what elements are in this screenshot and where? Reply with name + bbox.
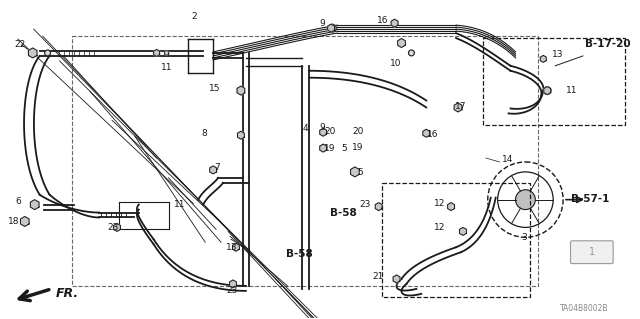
Text: 12: 12	[434, 199, 445, 208]
Text: 14: 14	[502, 155, 513, 165]
Text: 1: 1	[589, 247, 595, 257]
Text: 18: 18	[8, 217, 19, 226]
Text: 7: 7	[214, 163, 220, 173]
Text: 13: 13	[226, 243, 237, 252]
Circle shape	[408, 50, 414, 56]
Polygon shape	[154, 49, 159, 56]
Text: 9: 9	[319, 123, 325, 132]
Polygon shape	[544, 87, 550, 94]
Polygon shape	[113, 223, 120, 231]
Text: 2: 2	[191, 12, 197, 21]
Text: 11: 11	[161, 63, 172, 72]
Text: 17: 17	[455, 102, 467, 111]
Text: 23: 23	[107, 223, 118, 232]
Polygon shape	[237, 86, 244, 95]
Text: 6: 6	[16, 197, 22, 206]
Text: 11: 11	[173, 200, 185, 209]
Text: 10: 10	[390, 59, 401, 68]
Polygon shape	[237, 131, 244, 139]
Text: 21: 21	[372, 272, 383, 281]
Text: 15: 15	[209, 84, 221, 93]
Text: 5: 5	[341, 144, 347, 152]
Text: 23: 23	[226, 286, 237, 295]
Polygon shape	[232, 243, 239, 251]
Bar	[72, 36, 538, 286]
Text: B-57-1: B-57-1	[571, 194, 609, 204]
Polygon shape	[375, 203, 382, 211]
Text: 23: 23	[360, 200, 371, 209]
Text: FR.: FR.	[56, 287, 79, 300]
Text: 9: 9	[319, 19, 325, 28]
Polygon shape	[31, 200, 39, 210]
FancyBboxPatch shape	[570, 241, 613, 263]
Text: 22: 22	[14, 41, 25, 49]
Polygon shape	[28, 48, 37, 58]
Text: 19: 19	[324, 144, 335, 152]
Text: 13: 13	[552, 50, 564, 59]
Polygon shape	[391, 19, 398, 27]
Bar	[381, 183, 531, 297]
Polygon shape	[397, 39, 405, 48]
Text: 20: 20	[352, 127, 364, 136]
Text: 11: 11	[566, 86, 577, 95]
Polygon shape	[320, 144, 326, 152]
Polygon shape	[230, 280, 236, 288]
Polygon shape	[540, 56, 547, 62]
Polygon shape	[393, 275, 400, 283]
Text: 8: 8	[201, 129, 207, 138]
Text: 16: 16	[377, 16, 388, 25]
Circle shape	[543, 87, 551, 94]
Polygon shape	[164, 50, 169, 56]
Polygon shape	[423, 129, 429, 137]
Text: 5: 5	[357, 168, 363, 177]
Text: 4: 4	[302, 124, 308, 133]
Text: B-17-20: B-17-20	[585, 39, 630, 49]
Polygon shape	[447, 203, 454, 211]
Text: 12: 12	[434, 223, 445, 232]
Polygon shape	[210, 166, 216, 174]
Circle shape	[328, 24, 336, 32]
Text: TA04B8002B: TA04B8002B	[560, 304, 609, 313]
Text: B-58: B-58	[285, 249, 312, 259]
Polygon shape	[328, 24, 335, 32]
Circle shape	[45, 50, 51, 56]
Text: 20: 20	[324, 127, 335, 136]
Bar	[483, 38, 625, 125]
Polygon shape	[460, 227, 467, 235]
Polygon shape	[454, 103, 462, 112]
Text: 16: 16	[428, 130, 439, 139]
Polygon shape	[320, 128, 326, 136]
Text: B-58: B-58	[330, 208, 357, 218]
Polygon shape	[351, 167, 359, 177]
Circle shape	[515, 190, 535, 210]
Text: 19: 19	[352, 143, 364, 152]
Text: 3: 3	[522, 233, 527, 242]
Polygon shape	[20, 217, 29, 226]
